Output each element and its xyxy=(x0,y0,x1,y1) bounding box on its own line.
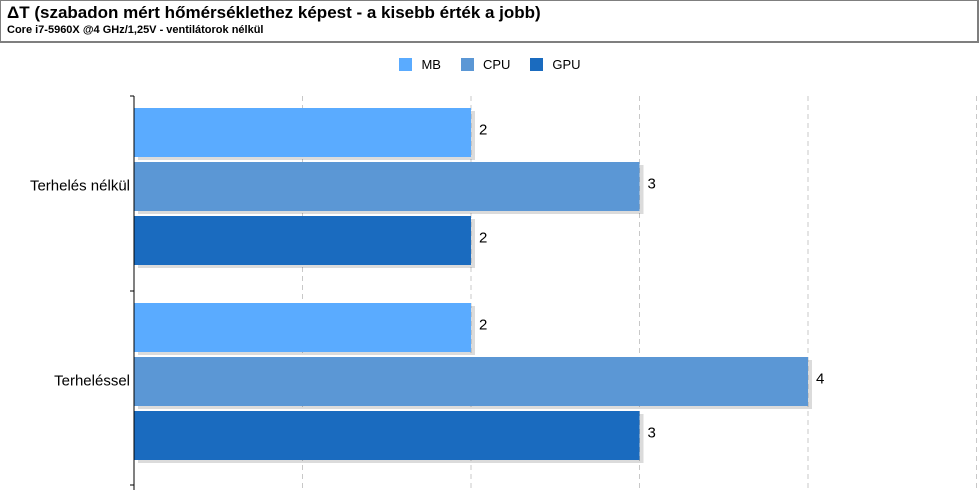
category-label: Terheléssel xyxy=(54,372,130,389)
chart-subtitle: Core i7-5960X @4 GHz/1,25V - ventilátoro… xyxy=(7,24,264,36)
legend-swatch-mb xyxy=(399,58,413,71)
legend-item-gpu: GPU xyxy=(530,57,581,72)
chart-title-box: ΔT (szabadon mért hőmérséklethez képest … xyxy=(0,0,979,43)
chart-legend: MB CPU GPU xyxy=(0,57,980,72)
bar-mb-1 xyxy=(134,108,471,157)
data-label: 2 xyxy=(479,229,487,246)
legend-swatch-cpu xyxy=(460,58,474,71)
bar-cpu-1 xyxy=(134,162,640,211)
bar-mb-2 xyxy=(134,303,471,352)
bar-gpu-1 xyxy=(134,216,471,265)
legend-label-cpu: CPU xyxy=(482,57,511,72)
legend-item-cpu: CPU xyxy=(460,57,511,72)
category-label: Terhelés nélkül xyxy=(30,177,130,194)
legend-swatch-gpu xyxy=(530,58,544,71)
data-label: 2 xyxy=(479,121,487,138)
chart-title: ΔT (szabadon mért hőmérséklethez képest … xyxy=(7,3,541,22)
bar-cpu-2 xyxy=(134,357,808,406)
legend-label-gpu: GPU xyxy=(552,57,581,72)
data-label: 2 xyxy=(479,316,487,333)
data-label: 4 xyxy=(816,370,824,387)
data-label: 3 xyxy=(648,424,656,441)
bar-gpu-2 xyxy=(134,411,640,460)
data-label: 3 xyxy=(648,175,656,192)
legend-label-mb: MB xyxy=(421,57,441,72)
legend-item-mb: MB xyxy=(399,57,441,72)
